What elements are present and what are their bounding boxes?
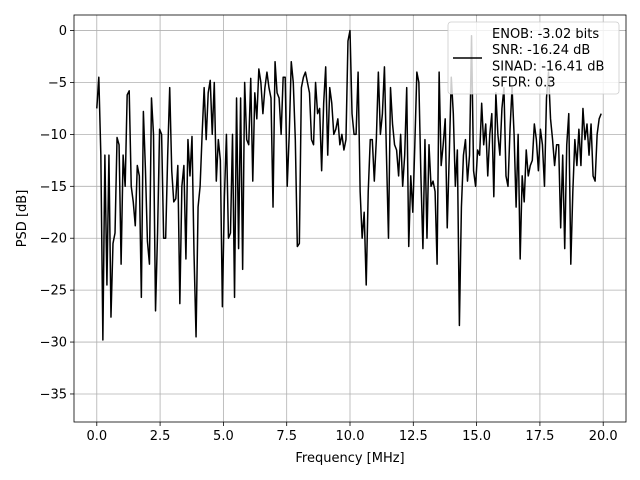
legend-box (447, 21, 620, 95)
x-tick-label: 0.0 (86, 429, 107, 444)
x-tick-label: 7.5 (276, 429, 297, 444)
x-tick-label: 12.5 (399, 429, 428, 444)
x-tick-label: 20.0 (589, 429, 618, 444)
y-tick-label: −35 (40, 387, 67, 402)
x-tick-label: 5.0 (213, 429, 234, 444)
x-tick-label: 17.5 (525, 429, 554, 444)
legend-entry-snr: SNR: -16.24 dB (492, 43, 590, 58)
y-axis-label: PSD [dB] (15, 190, 30, 248)
y-tick-label: −25 (40, 284, 67, 299)
legend-entry-sfdr: SFDR: 0.3 (492, 76, 556, 91)
y-axis-ticks: 0 −5 −10 −15 −20 −25 −30 −35 (40, 24, 74, 402)
y-tick-label: −20 (40, 232, 67, 247)
series-layer (96, 29, 602, 341)
y-tick-label: −15 (40, 180, 67, 195)
x-axis-label: Frequency [MHz] (295, 451, 404, 466)
y-tick-label: −5 (48, 76, 67, 91)
x-axis-ticks: 0.0 2.5 5.0 7.5 10.0 12.5 15.0 17.5 20.0 (86, 422, 618, 444)
x-tick-label: 15.0 (462, 429, 491, 444)
y-tick-label: −10 (40, 128, 67, 143)
x-tick-label: 2.5 (150, 429, 171, 444)
x-tick-label: 10.0 (336, 429, 365, 444)
legend: ENOB: -3.02 bits SNR: -16.24 dB SINAD: -… (447, 21, 620, 95)
psd-series-line (96, 29, 602, 341)
legend-entry-enob: ENOB: -3.02 bits (492, 27, 599, 42)
legend-entry-sinad: SINAD: -16.41 dB (492, 59, 604, 74)
y-tick-label: 0 (59, 24, 67, 39)
y-tick-label: −30 (40, 336, 67, 351)
